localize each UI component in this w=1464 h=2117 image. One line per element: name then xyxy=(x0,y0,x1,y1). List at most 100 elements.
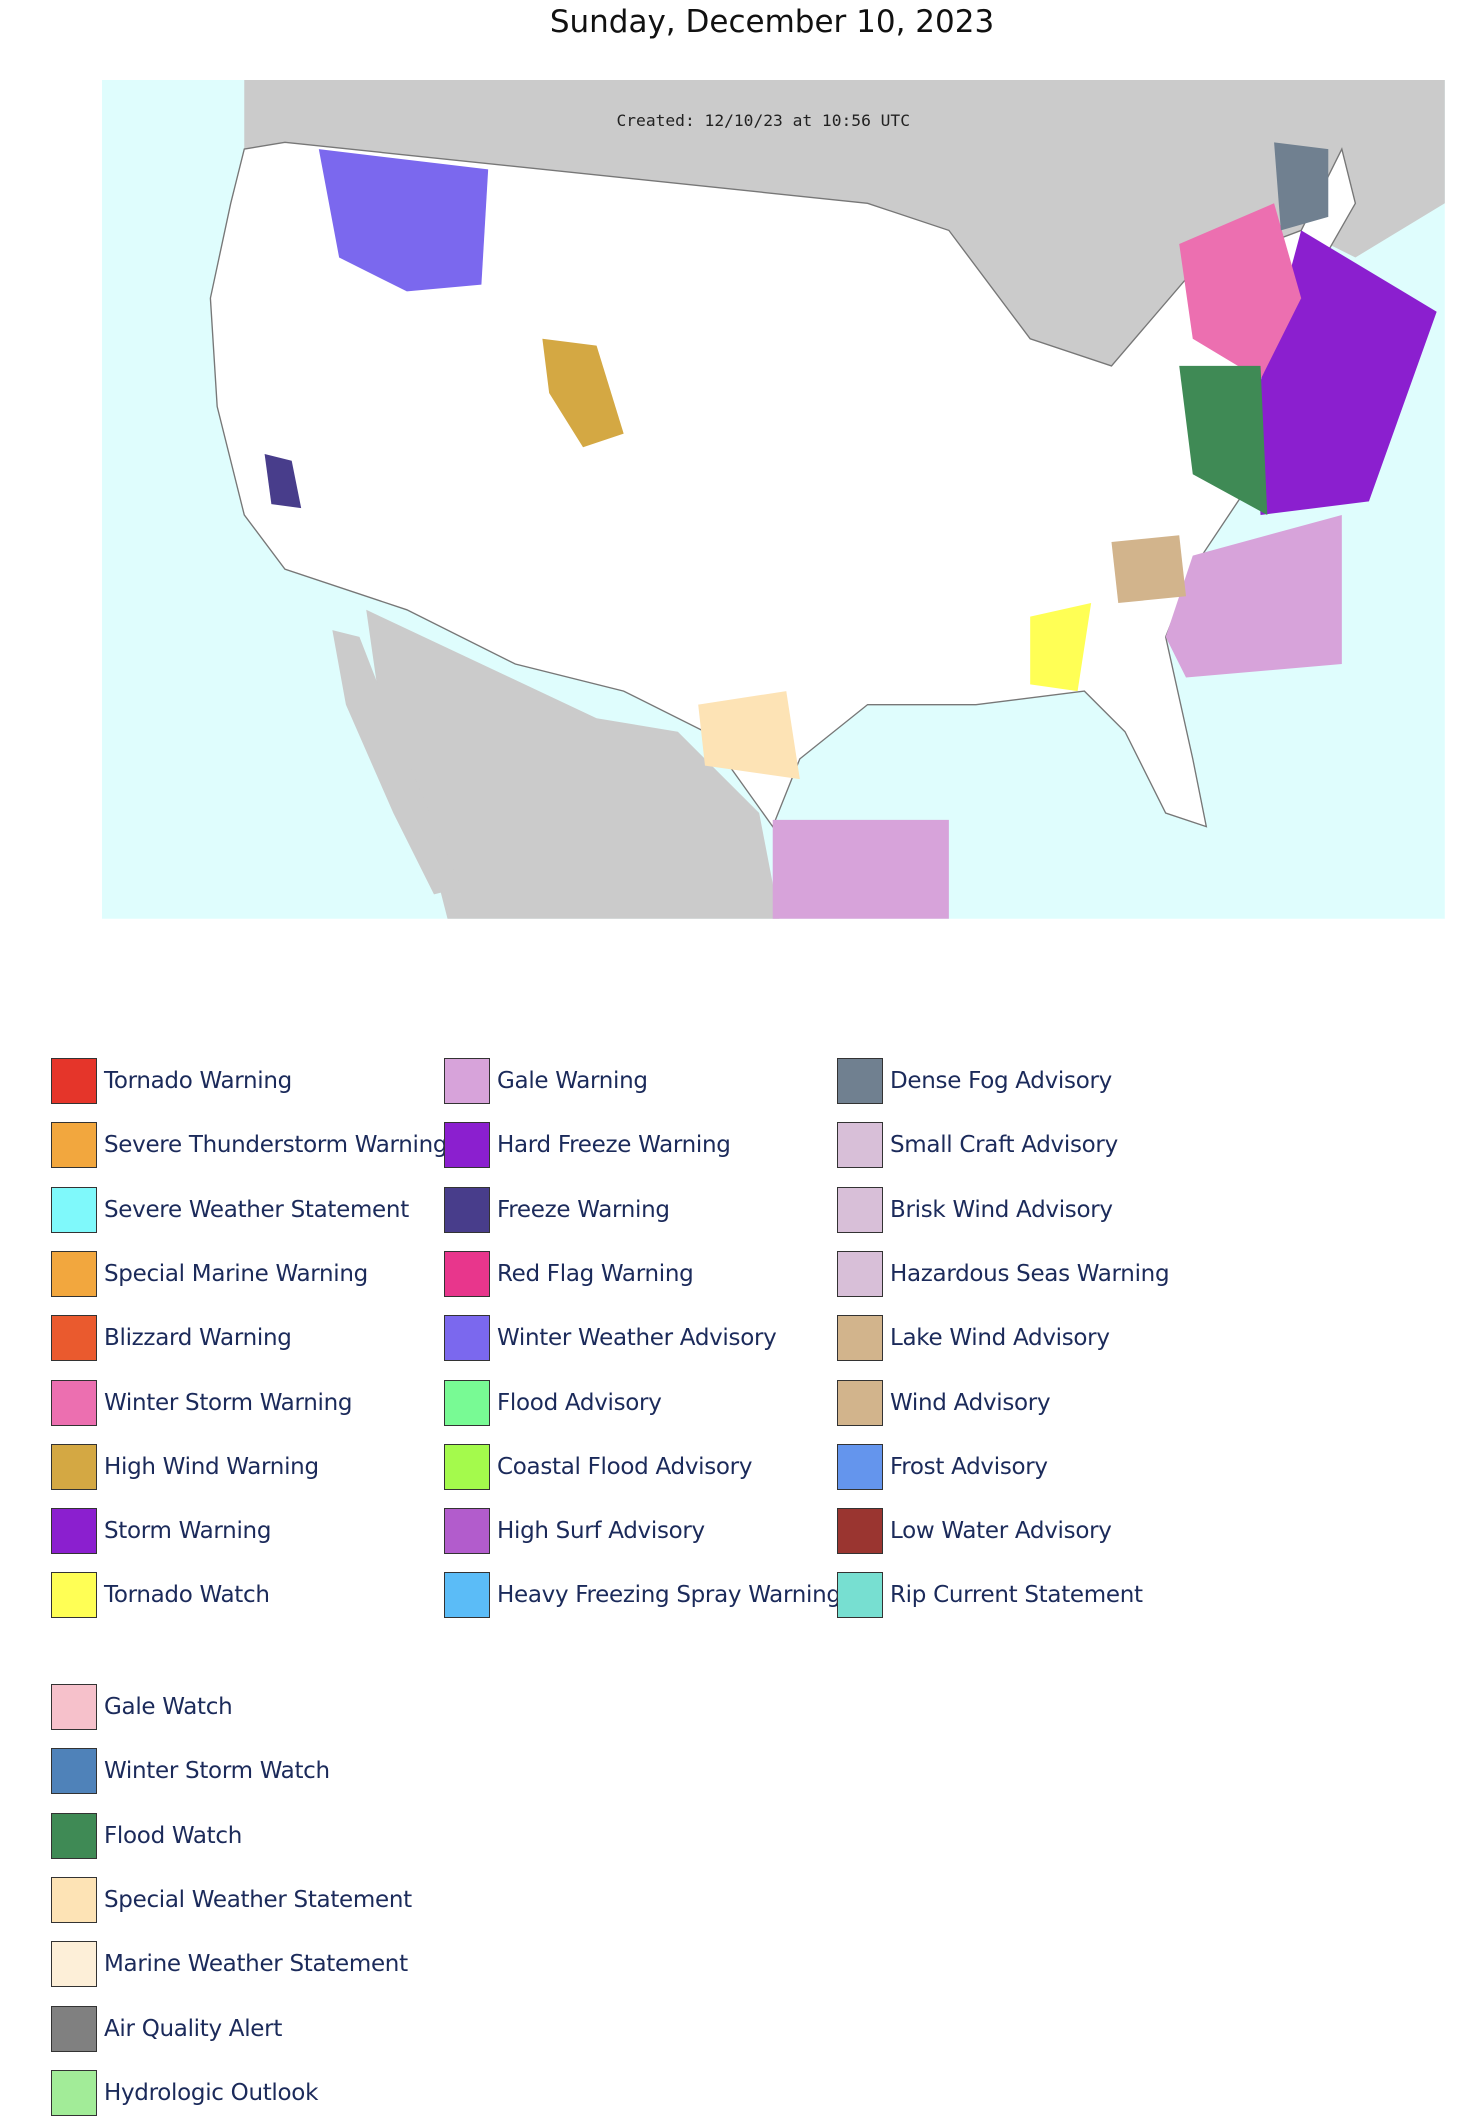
tornado-watch-area xyxy=(1030,603,1092,692)
legend-label: Red Flag Warning xyxy=(497,1260,694,1287)
legend-label: Dense Fog Advisory xyxy=(890,1068,1112,1094)
legend-swatch xyxy=(51,1379,97,1426)
wind-area xyxy=(1111,535,1186,604)
legend-label: Winter Storm Watch xyxy=(104,1758,330,1785)
legend-item: Low Water Advisory xyxy=(837,1507,1112,1555)
freeze-area xyxy=(264,453,302,509)
legend-item: High Wind Warning xyxy=(51,1443,319,1491)
legend-item: Severe Weather Statement xyxy=(51,1186,409,1234)
alert-map: Created: 12/10/23 at 10:56 UTC xyxy=(102,80,1445,919)
legend-label: Severe Weather Statement xyxy=(104,1196,409,1223)
legend-swatch xyxy=(51,2005,97,2052)
legend-item: Special Marine Warning xyxy=(51,1250,368,1298)
legend-item: Gale Watch xyxy=(51,1683,233,1731)
legend-label: Rip Current Statement xyxy=(890,1582,1143,1609)
legend-swatch xyxy=(444,1186,490,1233)
legend-swatch xyxy=(837,1508,883,1555)
legend-item: Air Quality Alert xyxy=(51,2005,282,2053)
legend-swatch xyxy=(51,1876,97,1923)
legend-label: Tornado Warning xyxy=(104,1068,292,1094)
legend-swatch xyxy=(51,1748,97,1795)
legend-item: Rip Current Statement xyxy=(837,1571,1143,1619)
legend-label: Lake Wind Advisory xyxy=(890,1325,1110,1352)
legend-label: Low Water Advisory xyxy=(890,1518,1112,1545)
legend-label: Winter Storm Warning xyxy=(104,1389,353,1416)
legend-swatch xyxy=(444,1508,490,1555)
legend-swatch xyxy=(444,1058,490,1104)
legend-item: Lake Wind Advisory xyxy=(837,1314,1110,1362)
baja xyxy=(332,630,462,895)
legend-label: Special Weather Statement xyxy=(104,1886,412,1913)
legend-label: High Wind Warning xyxy=(104,1453,319,1480)
legend-item: Winter Storm Warning xyxy=(51,1379,352,1427)
legend-label: Hazardous Seas Warning xyxy=(890,1260,1170,1287)
legend-swatch xyxy=(837,1379,883,1426)
legend-label: Gale Watch xyxy=(104,1694,233,1720)
legend-item: Hazardous Seas Warning xyxy=(837,1250,1170,1298)
winter-storm-area xyxy=(1179,203,1302,380)
legend-item: Hydrologic Outlook xyxy=(51,2069,318,2117)
canada xyxy=(244,80,1445,380)
legend-swatch xyxy=(444,1122,490,1169)
legend-label: Heavy Freezing Spray Warning xyxy=(497,1582,841,1609)
high-wind-area xyxy=(542,338,624,448)
legend-swatch xyxy=(51,1684,97,1730)
legend-label: Wind Advisory xyxy=(890,1389,1051,1416)
legend-swatch xyxy=(837,1443,883,1490)
legend-item: Dense Fog Advisory xyxy=(837,1057,1112,1105)
legend-swatch xyxy=(837,1122,883,1169)
legend-label: High Surf Advisory xyxy=(497,1518,705,1545)
legend-item: Brisk Wind Advisory xyxy=(837,1186,1113,1234)
legend-swatch xyxy=(444,1443,490,1490)
legend-label: Small Craft Advisory xyxy=(890,1132,1118,1159)
legend-item: Tornado Warning xyxy=(51,1057,292,1105)
legend-swatch xyxy=(444,1572,490,1619)
legend-swatch xyxy=(837,1572,883,1619)
legend-label: Freeze Warning xyxy=(497,1196,670,1223)
legend-item: Winter Storm Watch xyxy=(51,1747,330,1795)
gale-area xyxy=(1165,514,1342,678)
legend-item: Winter Weather Advisory xyxy=(444,1314,777,1362)
legend-swatch xyxy=(51,1186,97,1233)
legend-swatch xyxy=(51,1250,97,1297)
page-title: Sunday, December 10, 2023 xyxy=(549,4,995,40)
map-created-label: Created: 12/10/23 at 10:56 UTC xyxy=(616,111,910,130)
legend-swatch xyxy=(51,1572,97,1619)
legend-label: Hard Freeze Warning xyxy=(497,1132,731,1159)
sws-area xyxy=(698,691,800,780)
legend-item: Blizzard Warning xyxy=(51,1314,292,1362)
legend-swatch xyxy=(51,1941,97,1988)
legend-swatch xyxy=(51,1315,97,1362)
legend-swatch xyxy=(444,1315,490,1362)
legend-item: Coastal Flood Advisory xyxy=(444,1443,752,1491)
legend-label: Flood Advisory xyxy=(497,1389,662,1416)
legend-label: Coastal Flood Advisory xyxy=(497,1453,753,1480)
legend-item: High Surf Advisory xyxy=(444,1507,705,1555)
legend-label: Frost Advisory xyxy=(890,1453,1048,1480)
legend-label: Marine Weather Statement xyxy=(104,1951,408,1978)
legend-item: Flood Watch xyxy=(51,1812,242,1860)
legend-item: Gale Warning xyxy=(444,1057,648,1105)
legend-label: Severe Thunderstorm Warning xyxy=(104,1132,448,1159)
legend-swatch xyxy=(51,1812,97,1859)
legend-swatch xyxy=(837,1186,883,1233)
legend-item: Small Craft Advisory xyxy=(837,1121,1118,1169)
legend-label: Blizzard Warning xyxy=(104,1325,292,1352)
legend-swatch xyxy=(444,1379,490,1426)
winter-weather-area xyxy=(318,149,489,292)
legend-label: Flood Watch xyxy=(104,1822,242,1849)
mexico xyxy=(366,609,780,919)
legend-item: Special Weather Statement xyxy=(51,1876,412,1924)
legend-label: Gale Warning xyxy=(497,1068,648,1094)
legend-item: Heavy Freezing Spray Warning xyxy=(444,1571,841,1619)
legend-item: Storm Warning xyxy=(51,1507,271,1555)
legend-swatch xyxy=(51,1058,97,1104)
legend-label: Hydrologic Outlook xyxy=(104,2079,319,2106)
legend-item: Red Flag Warning xyxy=(444,1250,694,1298)
legend-item: Flood Advisory xyxy=(444,1379,662,1427)
fog-area xyxy=(1274,142,1329,231)
legend-item: Marine Weather Statement xyxy=(51,1940,408,1988)
legend-label: Tornado Watch xyxy=(104,1582,270,1609)
flood-watch-area xyxy=(1179,365,1268,515)
